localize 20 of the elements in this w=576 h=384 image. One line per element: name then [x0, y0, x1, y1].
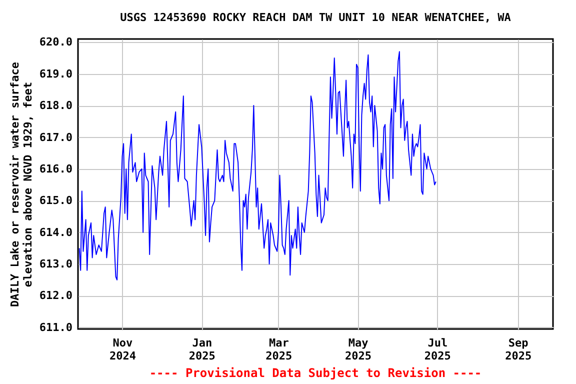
y-tick-label: 612.0 [39, 289, 72, 302]
y-tick-label: 611.0 [39, 320, 72, 334]
y-axis-title: DAILY Lake or reservoir water surface elevation above NGVD 1929, feet [8, 62, 34, 308]
x-tick-label: Jan 2025 [188, 336, 216, 362]
line-series [78, 51, 436, 280]
y-tick-label: 620.0 [39, 36, 72, 49]
x-tick-label: Jul 2025 [424, 336, 451, 362]
x-tick-label: Sep 2025 [505, 336, 532, 362]
y-tick-label: 613.0 [39, 258, 72, 271]
x-tick-label: Nov 2024 [109, 336, 136, 362]
y-tick-label: 619.0 [39, 67, 72, 80]
chart-title: USGS 12453690 ROCKY REACH DAM TW UNIT 10 NEAR WENATCHEE, WA [120, 11, 512, 24]
y-tick-label: 617.0 [39, 130, 72, 144]
y-tick-label: 618.0 [39, 99, 72, 112]
y-tick-label: 615.0 [39, 194, 72, 208]
x-tick-label: May 2025 [345, 336, 372, 362]
y-tick-label: 616.0 [39, 162, 72, 176]
text: ---- Provisional Data Subject to Revision ---- [148, 366, 483, 380]
x-tick-label: Mar 2025 [266, 336, 292, 362]
y-tick-label: 614.0 [39, 226, 72, 239]
